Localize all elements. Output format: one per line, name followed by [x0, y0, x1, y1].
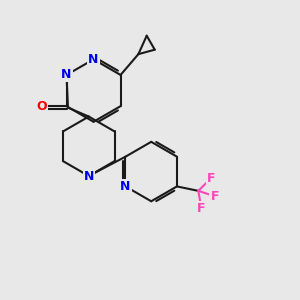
Text: N: N — [120, 180, 131, 193]
Text: N: N — [88, 53, 99, 66]
Text: N: N — [61, 68, 72, 82]
Text: F: F — [207, 172, 215, 185]
Text: N: N — [84, 169, 94, 182]
Text: O: O — [37, 100, 47, 113]
Text: F: F — [210, 190, 219, 203]
Text: F: F — [197, 202, 206, 214]
